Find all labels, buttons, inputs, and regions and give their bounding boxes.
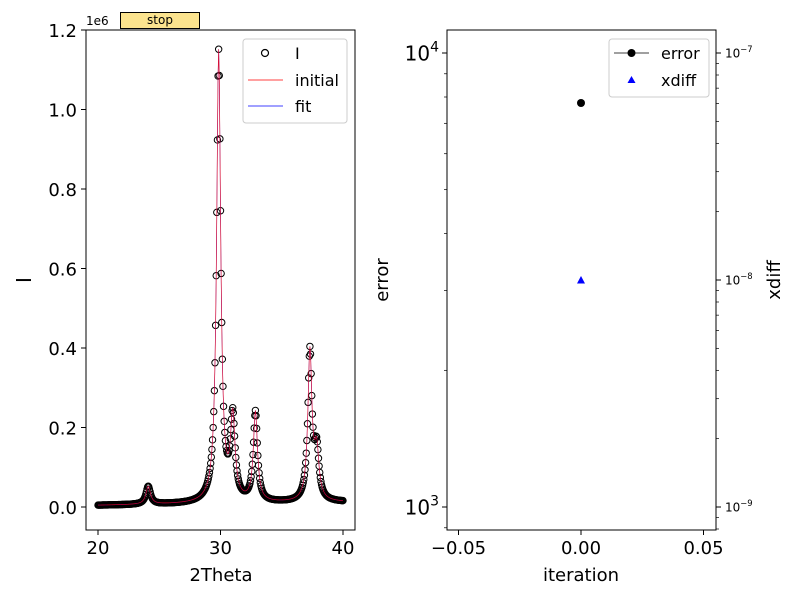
y-tick-label: 1.2 [48, 21, 77, 42]
data-point-I [246, 477, 255, 485]
data-point-I [312, 433, 321, 441]
left-data [94, 45, 347, 509]
y-tick-label: 0.8 [48, 180, 77, 201]
y-right-tick-label: 10−8 [725, 271, 753, 287]
x-tick-label: 20 [87, 538, 110, 559]
legend-box [242, 38, 348, 124]
y-left-tick-label: 104 [405, 40, 439, 66]
stop-button[interactable]: stop [120, 12, 200, 29]
x-tick-label: 0.00 [561, 538, 601, 559]
y-tick-label: 0.6 [48, 260, 77, 281]
data-point-I [229, 403, 237, 412]
data-point-I [316, 473, 325, 482]
legend-marker-I [260, 48, 270, 58]
y-left-tick-label: 103 [405, 494, 439, 520]
data-point-I [256, 478, 265, 487]
legend-label-xdiff: xdiff [661, 71, 697, 90]
data-point-I [300, 471, 309, 479]
data-point-I [300, 475, 308, 484]
data-point-I [205, 472, 213, 480]
legend-marker-error [627, 49, 636, 57]
data-point-I [234, 475, 242, 483]
y-right-tick-label: 10−9 [725, 498, 753, 514]
y-tick-label: 1.0 [48, 101, 77, 122]
legend-label-error: error [661, 44, 700, 63]
data-point-I [251, 406, 260, 415]
legend-label-fit: fit [295, 97, 311, 116]
y-tick-label: 0.2 [48, 419, 77, 440]
y-axis-label-left: error [372, 258, 393, 302]
right-legend: error xdiff [608, 38, 710, 98]
x-axis-label: iteration [543, 565, 619, 586]
series-line-initial [97, 49, 344, 506]
data-point-error [577, 99, 585, 108]
right-plot: −0.05 0.00 0.05 iteration 103 104 10−9 10−8 10−7… [372, 29, 785, 586]
data-point-I [312, 432, 320, 440]
x-axis-label: 2Theta [189, 565, 252, 586]
x-tick-label: −0.05 [431, 538, 486, 559]
y-axis-label: I [12, 277, 36, 283]
legend-label-I: I [295, 44, 300, 63]
left-plot: 20 30 40 0.0 0.2 0.4 0.6 0.8 1.0 1.2 2Theta I 1e6 Iin… [12, 14, 356, 586]
y-tick-label: 0.0 [48, 498, 77, 519]
y-tick-label: 0.4 [48, 339, 77, 360]
y-right-tick-label: 10−7 [725, 44, 753, 60]
x-tick-label: 30 [209, 538, 232, 559]
data-point-I [225, 446, 233, 455]
x-tick-label: 0.05 [683, 538, 723, 559]
data-point-I [299, 479, 307, 487]
legend-marker-xdiff [627, 76, 636, 83]
data-point-I [206, 464, 214, 473]
data-point-I [205, 468, 214, 477]
data-point-I [246, 479, 254, 488]
x-tick-label: 40 [332, 538, 355, 559]
data-point-I [247, 473, 255, 481]
legend-label-initial: initial [295, 71, 339, 90]
y-offset-label: 1e6 [86, 14, 109, 28]
y-axis-label-right: xdiff [764, 260, 785, 300]
data-point-I [224, 450, 232, 458]
data-point-xdiff [577, 276, 585, 284]
data-point-I [317, 477, 325, 486]
